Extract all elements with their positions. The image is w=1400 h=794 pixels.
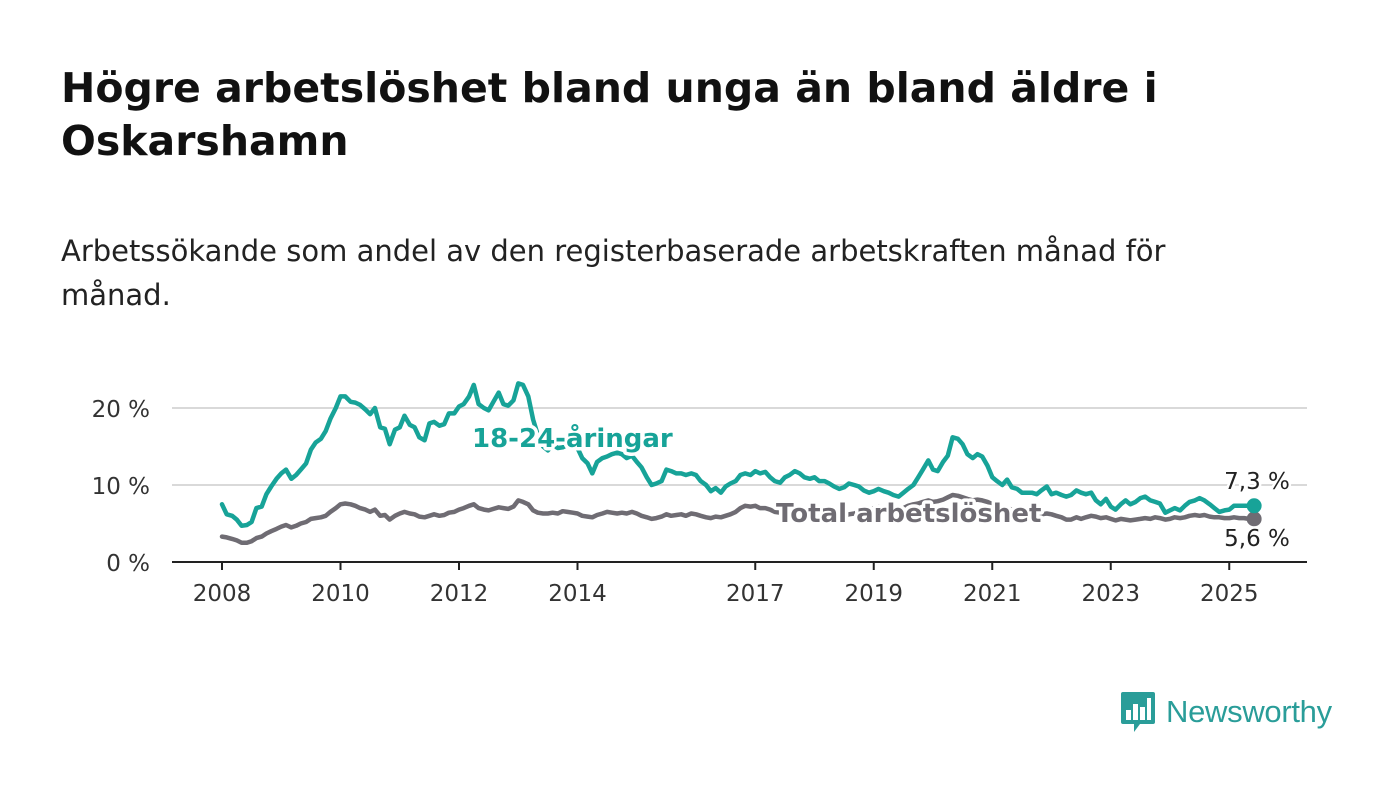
y-tick-label: 0 %: [106, 551, 150, 577]
end-value-label-youth: 7,3 %: [1224, 469, 1290, 495]
series-end-point: [1246, 511, 1262, 527]
series-line-youth: [219, 381, 1257, 529]
chart-title: Högre arbetslöshet bland unga än bland ä…: [61, 64, 1158, 165]
axis-layer: 0 % 10 % 20 % 2008 2010 2012 2014 2017 2019 2021 2…: [92, 397, 1307, 607]
line-chart: 0 % 10 % 20 % 2008 2010 2012 2014 2017 2019 2021 2…: [92, 381, 1307, 607]
brand-name: Newsworthy: [1166, 694, 1332, 729]
x-tick-label: 2008: [193, 581, 252, 607]
x-tick-label: 2010: [311, 581, 370, 607]
x-tick-label: 2017: [726, 581, 785, 607]
end-value-label-total: 5,6 %: [1224, 526, 1290, 552]
series-layer: [219, 381, 1262, 546]
label-layer: 18-24-åringar Total arbetslöshet 7,3 % 5,6 …: [469, 419, 1293, 555]
x-tick-label: 2014: [548, 581, 607, 607]
newsworthy-logo: Newsworthy: [1120, 690, 1332, 734]
x-tick-label: 2025: [1200, 581, 1259, 607]
y-tick-label: 20 %: [92, 397, 150, 423]
series-label-youth: 18-24-åringar: [472, 422, 673, 454]
bar-chart-speech-bubble-icon: [1121, 692, 1155, 732]
x-tick-label: 2023: [1081, 581, 1140, 607]
series-label-total: Total arbetslöshet: [776, 499, 1041, 529]
y-tick-label: 10 %: [92, 474, 150, 500]
x-tick-label: 2019: [844, 581, 903, 607]
x-tick-label: 2021: [963, 581, 1022, 607]
series-end-point: [1246, 498, 1262, 514]
series-line-total: [219, 492, 1257, 546]
chart-subtitle: Arbetssökande som andel av den registerb…: [61, 234, 1166, 312]
x-tick-label: 2012: [430, 581, 489, 607]
